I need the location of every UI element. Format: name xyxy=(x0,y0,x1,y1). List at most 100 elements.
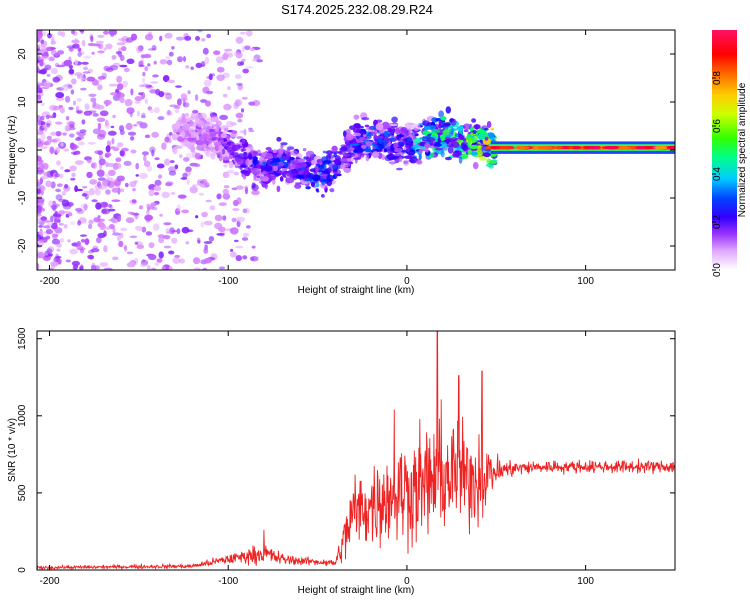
colorbar-label: Normalized spectral amplitude xyxy=(737,82,748,217)
noise-speckle xyxy=(54,173,61,178)
snr-y-axis-title: SNR (10 * v/v) xyxy=(7,418,18,482)
y-tick-label: 0 xyxy=(17,567,28,573)
spectral-blob xyxy=(343,130,347,138)
noise-speckle xyxy=(192,109,199,114)
colorbar-tick-label: 0.0 xyxy=(712,263,723,277)
spectral-blob xyxy=(359,153,365,158)
noise-speckle xyxy=(126,262,136,268)
spectral-blob xyxy=(400,149,408,153)
noise-speckle xyxy=(168,250,175,255)
noise-speckle xyxy=(97,123,101,131)
noise-speckle xyxy=(118,240,124,248)
noise-speckle xyxy=(81,119,86,125)
noise-speckle xyxy=(123,160,132,167)
noise-speckle xyxy=(234,74,242,79)
noise-speckle xyxy=(59,107,65,114)
noise-speckle xyxy=(153,185,162,192)
spectral-blob xyxy=(228,154,233,160)
noise-speckle xyxy=(192,184,199,187)
noise-speckle xyxy=(144,66,149,72)
spectral-blob xyxy=(472,162,479,170)
steady-band-core xyxy=(572,146,582,150)
noise-speckle xyxy=(37,217,41,224)
noise-speckle xyxy=(249,48,256,52)
x-tick-label: 0 xyxy=(404,576,410,587)
noise-speckle xyxy=(209,111,213,117)
noise-speckle xyxy=(241,96,248,100)
noise-speckle xyxy=(37,155,42,162)
colorbar-tick-label: 0.8 xyxy=(712,71,723,85)
noise-speckle xyxy=(242,255,248,260)
noise-speckle xyxy=(256,59,263,63)
spectral-blob xyxy=(294,183,302,189)
noise-speckle xyxy=(117,142,124,148)
spectral-blob xyxy=(395,127,400,135)
noise-speckle xyxy=(80,248,84,254)
noise-speckle xyxy=(43,220,51,223)
noise-speckle xyxy=(227,86,231,90)
x-tick-label: -100 xyxy=(218,576,238,587)
noise-speckle xyxy=(83,66,88,71)
noise-speckle xyxy=(37,115,42,122)
noise-speckle xyxy=(232,199,239,207)
spectral-blob xyxy=(484,128,489,131)
spectral-blob xyxy=(485,163,494,167)
noise-speckle xyxy=(108,204,112,208)
spectral-blob xyxy=(256,175,261,179)
spectral-blob xyxy=(353,114,360,120)
noise-speckle xyxy=(151,206,158,211)
noise-speckle xyxy=(107,130,117,136)
spectral-blob xyxy=(422,120,430,127)
spectral-blob xyxy=(332,164,339,170)
noise-speckle xyxy=(63,224,68,229)
spectral-blob xyxy=(416,159,423,165)
spectral-blob xyxy=(316,189,320,193)
noise-speckle xyxy=(120,188,125,193)
noise-speckle xyxy=(138,64,145,68)
spectral-blob xyxy=(381,121,390,130)
noise-speckle xyxy=(145,231,153,236)
spectral-blob xyxy=(375,123,384,131)
noise-speckle xyxy=(168,170,177,176)
spectral-blob xyxy=(242,153,251,158)
steady-band-core xyxy=(554,146,564,150)
noise-speckle xyxy=(55,188,61,193)
noise-speckle xyxy=(71,30,76,35)
noise-speckle xyxy=(39,82,45,86)
noise-speckle xyxy=(64,169,71,173)
spectral-blob xyxy=(472,129,477,134)
noise-speckle xyxy=(82,77,88,81)
noise-speckle xyxy=(129,111,133,118)
noise-speckle xyxy=(119,125,124,132)
spectral-blob xyxy=(377,144,385,150)
noise-speckle xyxy=(40,175,49,180)
noise-speckle xyxy=(111,55,117,60)
noise-speckle xyxy=(173,105,181,110)
noise-speckle xyxy=(82,185,88,189)
noise-speckle xyxy=(70,151,78,155)
spectral-blob xyxy=(396,167,403,171)
noise-speckle xyxy=(241,237,249,241)
noise-speckle xyxy=(87,159,92,164)
noise-speckle xyxy=(165,56,171,60)
noise-speckle xyxy=(135,174,139,177)
noise-speckle xyxy=(171,46,175,50)
spectral-blob xyxy=(292,172,297,176)
noise-speckle xyxy=(38,145,48,149)
noise-speckle xyxy=(146,253,155,257)
noise-speckle xyxy=(70,89,75,95)
noise-speckle xyxy=(231,187,238,191)
noise-speckle xyxy=(80,239,86,243)
noise-speckle xyxy=(129,235,138,239)
noise-speckle xyxy=(43,171,48,176)
noise-speckle xyxy=(47,32,52,39)
noise-speckle xyxy=(112,148,120,152)
noise-speckle xyxy=(98,184,108,190)
noise-speckle xyxy=(52,213,62,217)
spectral-blob xyxy=(444,139,452,143)
spectral-blob xyxy=(475,149,483,157)
noise-speckle xyxy=(55,92,65,99)
noise-speckle xyxy=(112,114,116,119)
noise-speckle xyxy=(75,109,84,114)
noise-speckle xyxy=(40,56,50,60)
